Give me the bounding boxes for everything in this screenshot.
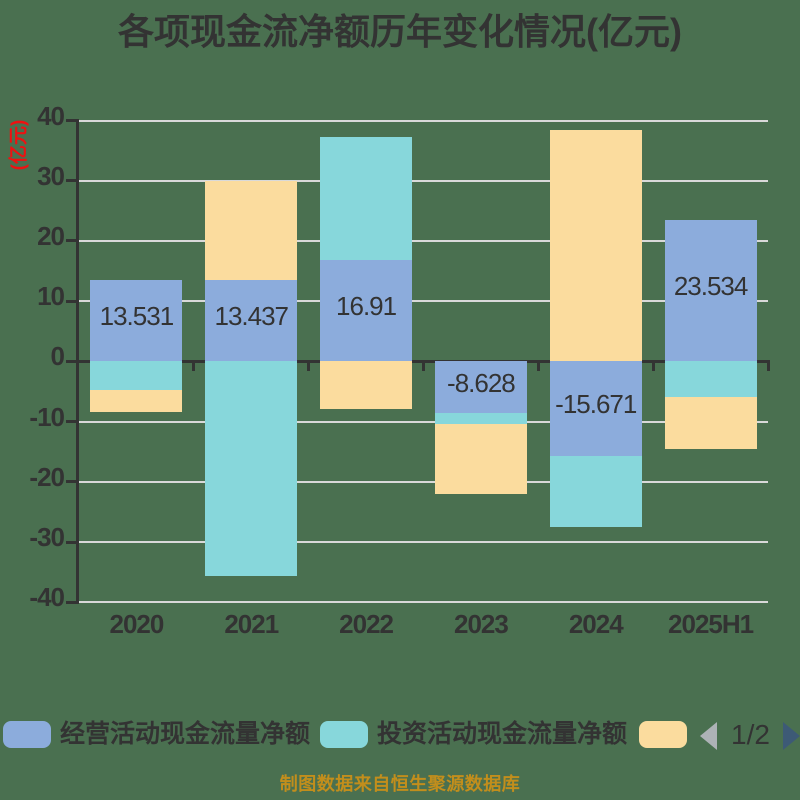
x-axis-tick bbox=[307, 359, 311, 371]
y-tick-label: -10 bbox=[29, 401, 65, 432]
bar-segment bbox=[664, 219, 757, 362]
x-tick-label: 2025H1 bbox=[668, 609, 754, 639]
x-tick-label: 2023 bbox=[453, 609, 509, 639]
x-axis-tick bbox=[422, 359, 425, 371]
y-tick-label: 20 bbox=[37, 220, 65, 251]
y-axis-tick bbox=[66, 600, 76, 604]
bar-segment bbox=[205, 361, 298, 577]
bar-label: 16.91 bbox=[336, 290, 397, 321]
bar-segment bbox=[320, 137, 413, 260]
y-axis-tick bbox=[66, 179, 76, 183]
gridline bbox=[79, 601, 768, 604]
gridline bbox=[79, 300, 768, 303]
bar-segment bbox=[434, 361, 527, 414]
bar-segment bbox=[90, 361, 183, 390]
chart-title: 各项现金流净额历年变化情况(亿元) bbox=[118, 11, 682, 52]
x-axis-tick bbox=[536, 359, 540, 371]
bar-segment bbox=[434, 413, 527, 425]
bar-segment bbox=[205, 280, 298, 362]
y-tick-label: 30 bbox=[37, 160, 65, 191]
y-axis-tick bbox=[66, 119, 76, 122]
y-tick-label: 10 bbox=[37, 281, 65, 312]
legend-pager-next-icon[interactable] bbox=[783, 722, 800, 750]
bar-label: 13.531 bbox=[99, 301, 175, 332]
gridline bbox=[79, 541, 768, 544]
y-axis-tick bbox=[66, 299, 76, 303]
bar-label: 13.437 bbox=[214, 301, 289, 332]
legend-swatch-operating bbox=[3, 721, 51, 748]
gridline bbox=[79, 420, 768, 423]
gridline bbox=[79, 480, 768, 483]
legend-label-investing: 投资活动现金流量净额 bbox=[377, 720, 628, 748]
x-tick-label: 2021 bbox=[224, 609, 279, 639]
bar-label: 23.534 bbox=[673, 271, 749, 302]
y-axis-line bbox=[76, 119, 79, 604]
x-tick-label: 2020 bbox=[109, 609, 164, 639]
x-tick-label: 2022 bbox=[339, 609, 394, 639]
gridline bbox=[79, 119, 768, 122]
y-axis-tick bbox=[66, 540, 76, 544]
y-tick-label: 40 bbox=[37, 100, 65, 131]
legend-label-operating: 经营活动现金流量净额 bbox=[60, 720, 311, 748]
legend-swatch-financing bbox=[639, 721, 687, 748]
y-tick-label: 0 bbox=[50, 341, 65, 372]
y-tick-label: -20 bbox=[29, 461, 65, 492]
bar-label: -8.628 bbox=[447, 367, 516, 398]
x-axis-tick bbox=[766, 359, 770, 371]
bar-segment bbox=[205, 180, 298, 281]
legend-pager-prev-icon[interactable] bbox=[700, 722, 717, 750]
x-axis-tick bbox=[651, 359, 655, 371]
bar-segment bbox=[664, 396, 757, 450]
bar-label: -15.671 bbox=[555, 389, 637, 420]
x-tick-label: 2024 bbox=[568, 609, 624, 639]
legend-pager-text: 1/2 bbox=[731, 719, 770, 750]
bar-segment bbox=[549, 129, 642, 362]
bar-segment bbox=[549, 455, 642, 528]
y-axis-tick bbox=[66, 239, 76, 243]
y-axis-tick bbox=[66, 420, 76, 424]
bar-segment bbox=[90, 390, 183, 412]
bar-segment bbox=[320, 259, 413, 362]
bar-segment bbox=[90, 279, 183, 362]
gridline bbox=[79, 179, 768, 182]
source-caption: 制图数据来自恒生聚源数据库 bbox=[279, 774, 521, 794]
bar-segment bbox=[664, 361, 757, 397]
bar-segment bbox=[320, 361, 413, 410]
y-axis-tick bbox=[66, 359, 76, 363]
x-axis-tick bbox=[192, 359, 196, 371]
bar-segment bbox=[434, 424, 527, 495]
legend-swatch-investing bbox=[320, 721, 368, 748]
bar-segment bbox=[549, 361, 642, 456]
legend: 经营活动现金流量净额 投资活动现金流量净额 1/2 bbox=[0, 719, 800, 751]
y-tick-label: -40 bbox=[29, 582, 65, 613]
y-tick-label: -30 bbox=[29, 522, 65, 553]
gridline bbox=[79, 239, 768, 242]
y-axis-tick bbox=[66, 480, 76, 484]
